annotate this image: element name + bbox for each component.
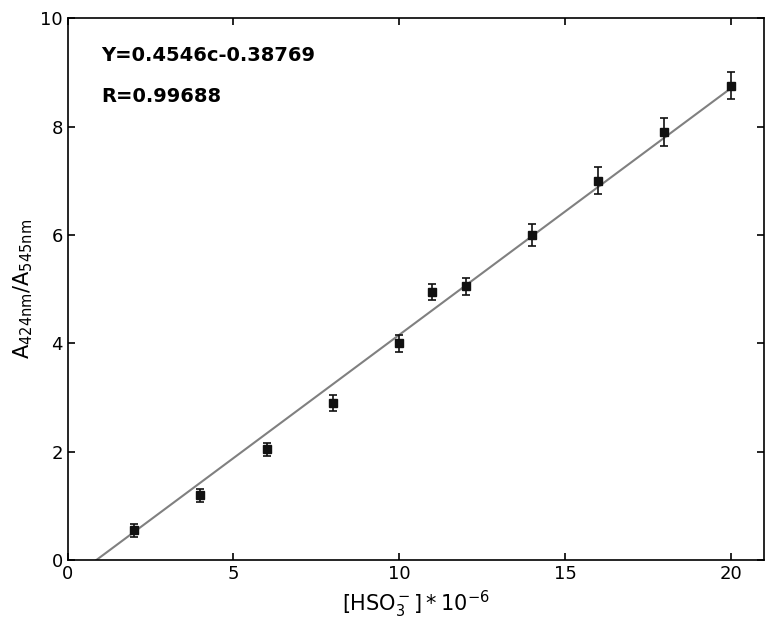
Y-axis label: $\mathregular{A_{424nm}/A_{545nm}}$: $\mathregular{A_{424nm}/A_{545nm}}$: [11, 219, 35, 359]
Text: Y=0.4546c-0.38769: Y=0.4546c-0.38769: [101, 47, 315, 66]
X-axis label: $\mathregular{[HSO_3^-]*10^{-6}}$: $\mathregular{[HSO_3^-]*10^{-6}}$: [342, 589, 490, 620]
Text: R=0.99688: R=0.99688: [101, 87, 221, 106]
